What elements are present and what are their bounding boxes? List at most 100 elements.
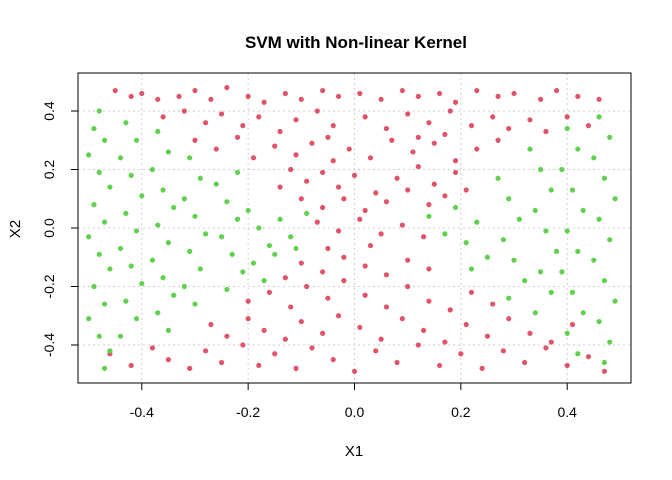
point-series-1 xyxy=(415,93,421,99)
point-series-2 xyxy=(187,248,193,254)
point-series-1 xyxy=(272,143,278,149)
point-series-2 xyxy=(607,134,613,140)
point-series-2 xyxy=(500,237,506,243)
point-series-2 xyxy=(553,248,560,254)
point-series-2 xyxy=(101,301,108,307)
x-axis: -0.4 -0.2 0.0 0.2 0.4 xyxy=(130,383,577,420)
point-series-2 xyxy=(261,278,267,284)
point-series-2 xyxy=(240,269,246,275)
point-series-2 xyxy=(123,210,129,216)
point-series-1 xyxy=(463,187,469,193)
point-series-2 xyxy=(293,245,299,252)
point-series-1 xyxy=(383,199,390,205)
point-series-2 xyxy=(591,155,597,161)
point-series-1 xyxy=(325,245,331,252)
point-series-1 xyxy=(367,155,374,161)
point-series-2 xyxy=(224,199,230,205)
point-series-1 xyxy=(293,152,299,158)
point-series-1 xyxy=(500,348,506,354)
point-series-1 xyxy=(234,134,241,140)
point-series-1 xyxy=(351,172,358,178)
point-series-1 xyxy=(155,96,161,102)
point-series-1 xyxy=(426,120,432,126)
point-series-2 xyxy=(171,292,177,298)
point-series-1 xyxy=(468,289,475,295)
point-series-2 xyxy=(548,187,554,193)
point-series-1 xyxy=(298,96,304,102)
point-series-1 xyxy=(383,125,390,132)
x-tick-label: -0.2 xyxy=(236,404,260,420)
y-tick-label: 0.4 xyxy=(41,101,57,121)
point-series-1 xyxy=(452,158,459,164)
point-series-1 xyxy=(378,231,384,237)
point-series-2 xyxy=(86,234,92,240)
point-series-2 xyxy=(522,278,528,284)
point-series-1 xyxy=(585,123,592,129)
point-series-2 xyxy=(133,316,140,322)
point-series-1 xyxy=(266,289,273,295)
point-series-2 xyxy=(123,298,129,304)
point-series-2 xyxy=(101,137,108,143)
point-series-2 xyxy=(218,234,225,240)
point-series-1 xyxy=(256,114,262,120)
point-series-2 xyxy=(463,240,469,246)
point-series-2 xyxy=(580,310,586,316)
point-series-2 xyxy=(165,327,171,333)
point-series-2 xyxy=(532,310,538,316)
point-series-1 xyxy=(192,87,198,94)
point-series-2 xyxy=(187,155,193,161)
point-series-1 xyxy=(452,99,459,105)
point-series-1 xyxy=(548,339,554,345)
point-series-1 xyxy=(128,362,134,369)
point-series-2 xyxy=(224,286,230,293)
point-series-1 xyxy=(362,207,368,214)
point-series-2 xyxy=(575,248,581,254)
point-series-2 xyxy=(197,175,203,181)
point-series-2 xyxy=(442,231,448,237)
point-series-1 xyxy=(256,362,262,369)
point-series-1 xyxy=(474,146,480,152)
point-series-2 xyxy=(250,260,257,266)
point-series-1 xyxy=(319,87,326,94)
point-series-2 xyxy=(192,301,198,307)
point-series-1 xyxy=(319,204,326,211)
point-series-1 xyxy=(341,278,347,284)
point-series-2 xyxy=(86,152,92,158)
point-series-1 xyxy=(224,333,230,339)
point-series-2 xyxy=(596,318,602,325)
point-series-2 xyxy=(596,216,602,222)
point-series-2 xyxy=(171,204,177,211)
point-series-1 xyxy=(277,184,283,190)
point-series-1 xyxy=(325,134,331,140)
point-series-2 xyxy=(511,257,517,263)
point-series-2 xyxy=(474,219,480,225)
point-series-1 xyxy=(181,108,187,114)
point-series-2 xyxy=(96,333,102,339)
chart-title: SVM with Non-linear Kernel xyxy=(245,33,467,52)
point-series-1 xyxy=(203,348,209,354)
point-series-1 xyxy=(213,146,219,152)
point-series-2 xyxy=(607,339,613,345)
point-series-1 xyxy=(298,196,304,202)
point-series-1 xyxy=(282,90,288,97)
point-series-1 xyxy=(288,304,294,310)
point-series-2 xyxy=(229,251,235,257)
point-series-1 xyxy=(319,330,326,336)
point-series-1 xyxy=(282,275,288,281)
point-series-1 xyxy=(272,351,278,357)
y-tick-label: -0.2 xyxy=(41,274,57,298)
point-series-1 xyxy=(383,272,390,278)
point-series-1 xyxy=(426,266,432,272)
point-series-2 xyxy=(101,219,108,225)
data-points xyxy=(86,85,618,374)
point-series-1 xyxy=(421,234,427,240)
point-series-2 xyxy=(559,166,565,173)
point-series-2 xyxy=(543,228,549,234)
point-series-1 xyxy=(378,336,384,342)
point-series-1 xyxy=(208,321,214,328)
point-series-1 xyxy=(330,123,336,129)
point-series-2 xyxy=(569,289,576,295)
point-series-2 xyxy=(288,234,294,240)
point-series-2 xyxy=(596,114,602,120)
